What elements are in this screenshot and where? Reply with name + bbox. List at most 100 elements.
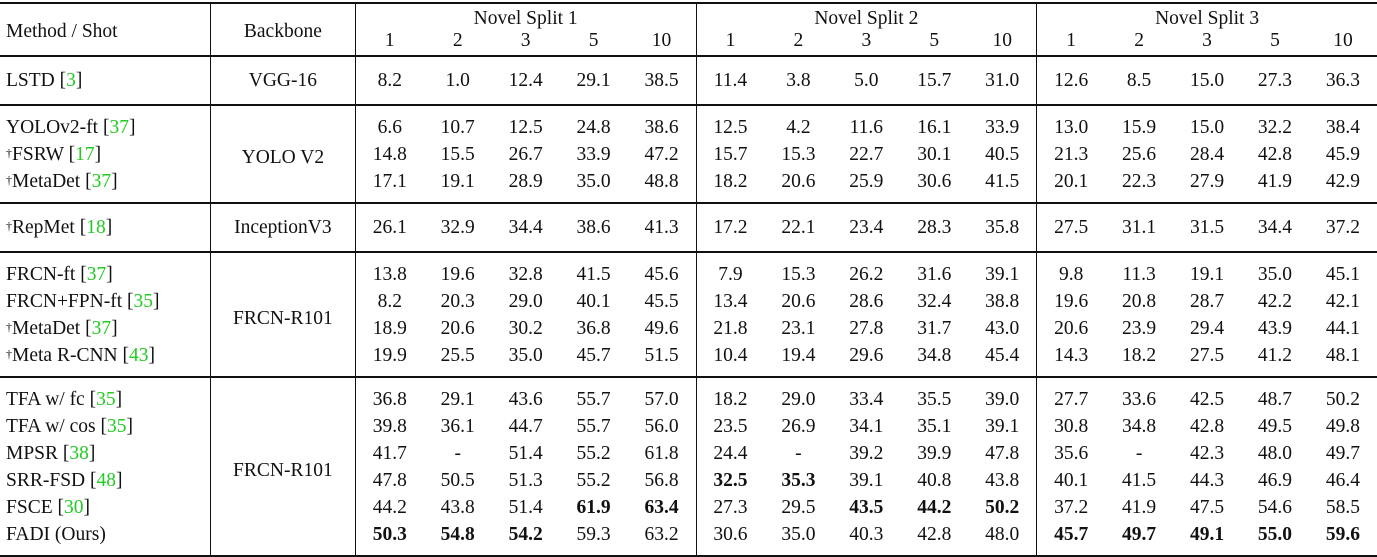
value-cell: 34.8: [917, 344, 952, 366]
value-cell: 47.2: [627, 141, 697, 168]
value-cell: 43.9: [1257, 317, 1293, 339]
value-cell: 20.1: [1054, 170, 1089, 192]
value-cell: 27.8: [849, 317, 884, 339]
value-cell: 45.7: [1054, 523, 1089, 545]
value-cell: 28.9: [508, 170, 543, 192]
citation-link[interactable]: 43: [129, 344, 149, 366]
value-cell: 20.8: [1122, 290, 1157, 312]
value-cell: 33.9: [968, 105, 1038, 141]
citation-link[interactable]: 3: [66, 70, 76, 91]
citation[interactable]: 38: [58, 443, 95, 464]
value-cell: 55.2: [576, 442, 611, 464]
value-cell: 47.5: [1189, 496, 1225, 518]
citation-link[interactable]: 38: [69, 442, 89, 464]
citation[interactable]: 43: [118, 345, 155, 366]
method-cell: FRCN-ft 37: [0, 252, 211, 288]
value-cell: 40.3: [849, 523, 884, 545]
shot-header: 5: [588, 30, 599, 51]
table-header: Method / Shot Backbone Novel Split 1 Nov…: [0, 3, 1377, 56]
table-group: †RepMet 18 InceptionV3 26.1 32.9 34.4 38.6 41.3…: [0, 203, 1377, 252]
value-cell: 43.6: [508, 388, 543, 410]
value-cell: 23.4: [849, 217, 884, 238]
shot-header: 3: [1202, 30, 1212, 51]
citation-link[interactable]: 48: [96, 469, 117, 491]
value-cell: 32.4: [917, 290, 952, 312]
citation-link[interactable]: 37: [91, 317, 112, 339]
table-row: †Meta R-CNN 43 19.9 25.5 35.0 45.7 51.5 10.4 19.…: [0, 342, 1377, 377]
value-cell: 27.5: [1189, 344, 1225, 366]
citation-link[interactable]: 35: [133, 290, 154, 312]
citation[interactable]: 37: [80, 171, 117, 192]
value-cell: 10.7: [440, 116, 475, 138]
citation-link[interactable]: 37: [109, 116, 129, 138]
value-cell: 24.8: [576, 116, 611, 138]
value-cell: 32.9: [440, 217, 475, 238]
citation-link[interactable]: 37: [86, 263, 107, 285]
value-cell: 21.8: [713, 317, 748, 339]
value-cell: 35.0: [508, 344, 543, 366]
citation-link[interactable]: 35: [106, 415, 127, 437]
value-cell: 38.8: [968, 288, 1038, 315]
value-cell: 39.1: [849, 469, 884, 491]
value-cell: 47.8: [968, 440, 1038, 467]
citation-link[interactable]: 30: [63, 496, 84, 518]
citation[interactable]: 18: [75, 217, 112, 238]
table-row: MPSR 38 41.7 - 51.4 55.2 61.8 24.4 - 39.2 39.9 47.8…: [0, 440, 1377, 467]
backbone-header: Backbone: [210, 3, 356, 56]
citation-link[interactable]: 35: [96, 388, 116, 410]
citation[interactable]: 48: [85, 470, 122, 491]
value-cell: 34.1: [849, 415, 884, 437]
value-cell: 48.0: [968, 521, 1038, 556]
table-group: YOLOv2-ft 37 YOLO V2 6.6 10.7 12.5 24.8 38.6 12.…: [0, 105, 1377, 203]
dagger-mark: †: [6, 172, 12, 187]
value-cell: 44.2: [372, 496, 407, 518]
value-cell: 18.9: [372, 317, 407, 339]
table-row: †MetaDet 37 18.9 20.6 30.2 36.8 49.6 21.8 23.1 27…: [0, 315, 1377, 342]
value-cell: 43.5: [849, 496, 884, 518]
value-cell: 43.0: [968, 315, 1038, 342]
value-cell: 20.6: [781, 290, 816, 312]
value-cell: 6.6: [377, 116, 402, 138]
method-name: YOLOv2-ft: [6, 116, 99, 138]
method-name: FSCE: [6, 496, 53, 518]
method-cell: FADI (Ours): [0, 521, 211, 556]
value-cell: 39.2: [849, 442, 884, 464]
backbone-cell: VGG-16: [210, 56, 356, 105]
dagger-mark: †: [6, 219, 12, 233]
value-cell: 19.6: [440, 263, 475, 285]
value-cell: 49.6: [627, 315, 697, 342]
value-cell: 20.3: [440, 290, 475, 312]
citation[interactable]: 3: [55, 70, 83, 91]
value-cell: 11.4: [713, 70, 748, 91]
citation[interactable]: 17: [64, 144, 101, 165]
citation[interactable]: 35: [122, 291, 159, 312]
value-cell: 44.2: [917, 496, 952, 518]
citation-link[interactable]: 18: [86, 217, 106, 238]
method-name: RepMet: [12, 217, 75, 238]
value-cell: 45.7: [576, 344, 611, 366]
value-cell: 19.4: [781, 344, 816, 366]
value-cell: 35.1: [917, 415, 952, 437]
table-row: FRCN+FPN-ft 35 8.2 20.3 29.0 40.1 45.5 13.4 20.6…: [0, 288, 1377, 315]
shot-header: 2: [452, 30, 463, 51]
value-cell: 15.5: [440, 143, 475, 165]
value-cell: 29.6: [849, 344, 884, 366]
value-cell: 42.2: [1257, 290, 1293, 312]
citation[interactable]: 35: [96, 416, 133, 437]
value-cell: 7.9: [718, 263, 743, 285]
value-cell: 21.3: [1054, 143, 1089, 165]
table-row: YOLOv2-ft 37 YOLO V2 6.6 10.7 12.5 24.8 38.6 12.…: [0, 105, 1377, 203]
shot-header: 1: [384, 30, 395, 51]
value-cell: 16.1: [917, 116, 952, 138]
value-cell: 28.7: [1189, 290, 1225, 312]
citation-link[interactable]: 37: [91, 170, 112, 192]
value-cell: -: [454, 442, 461, 464]
citation[interactable]: 35: [85, 389, 122, 410]
value-cell: 24.4: [713, 442, 748, 464]
citation[interactable]: 30: [53, 497, 90, 518]
citation-link[interactable]: 17: [75, 143, 95, 165]
citation[interactable]: 37: [75, 264, 112, 285]
citation[interactable]: 37: [80, 318, 117, 339]
citation[interactable]: 37: [98, 117, 135, 138]
